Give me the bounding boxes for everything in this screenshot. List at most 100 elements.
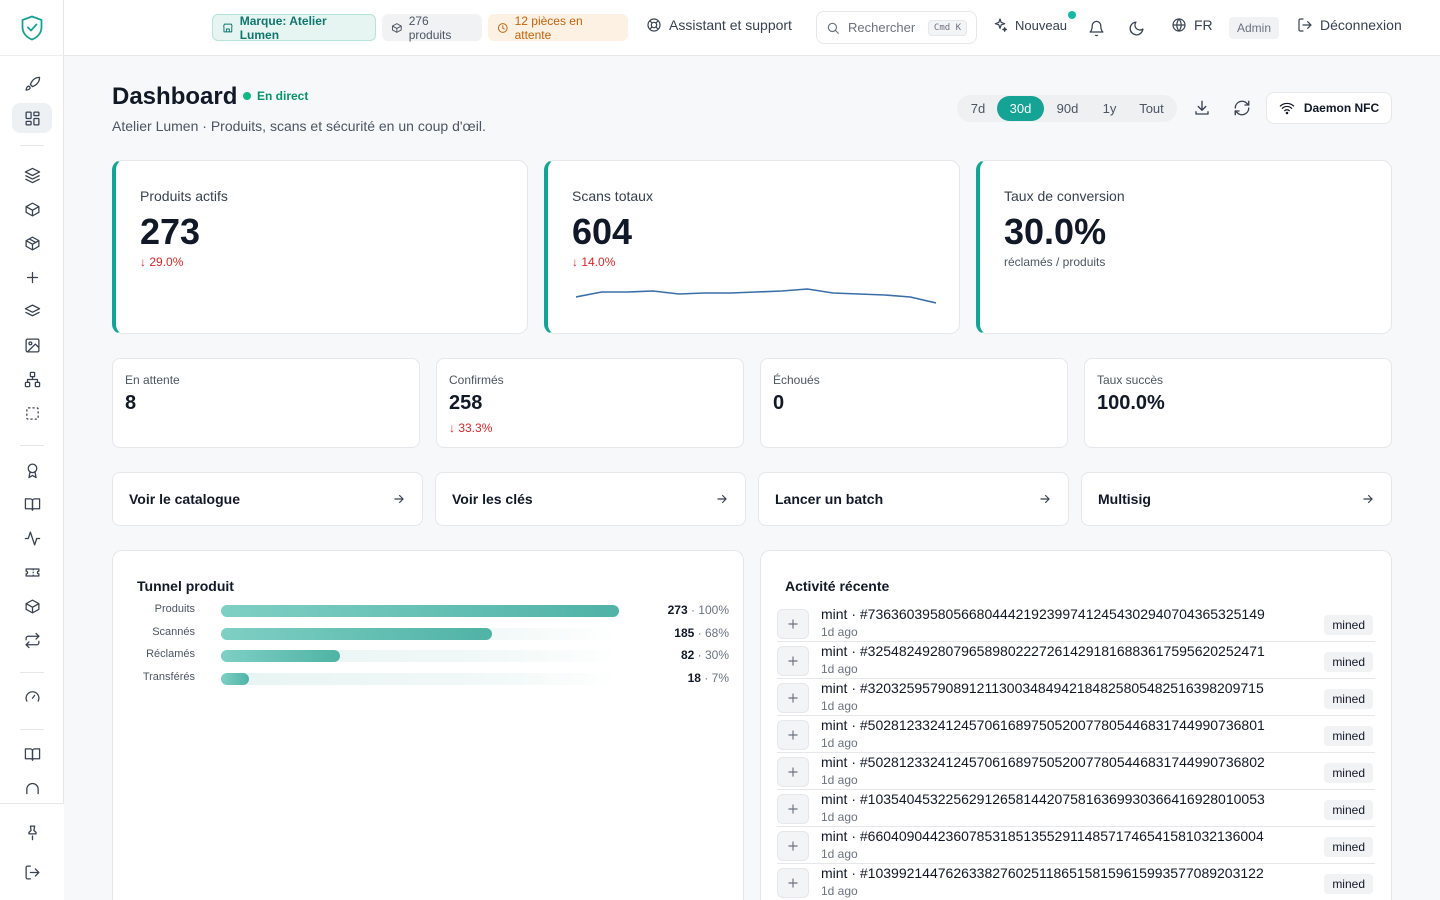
funnel-percent: 30%: [704, 648, 729, 662]
repeat-icon: [24, 632, 40, 648]
expand-activity-button[interactable]: [777, 794, 809, 824]
sidebar-item-transfers[interactable]: [12, 625, 52, 655]
funnel-row: Transférés 18 · 7%: [137, 671, 729, 687]
sidebar: [0, 0, 64, 900]
sidebar-item-launch[interactable]: [12, 69, 52, 99]
range-1y[interactable]: 1y: [1102, 101, 1117, 116]
activity-item[interactable]: mint · #10399214476263382760251186515815…: [777, 864, 1375, 900]
action-label: Multisig: [1098, 491, 1151, 507]
sidebar-divider: [20, 445, 44, 446]
sidebar-item-performance[interactable]: [12, 682, 52, 712]
range-90d[interactable]: 90d: [1056, 101, 1079, 116]
language-selector[interactable]: FR: [1171, 17, 1213, 33]
launch-batch-button[interactable]: Lancer un batch: [758, 472, 1069, 526]
expand-activity-button[interactable]: [777, 720, 809, 750]
activity-time: 1d ago: [821, 847, 858, 861]
theme-toggle-button[interactable]: [1126, 18, 1146, 38]
pin-sidebar-button[interactable]: [12, 817, 52, 847]
new-indicator-dot: [1068, 11, 1076, 19]
sidebar-item-selection[interactable]: [12, 398, 52, 428]
page-subtitle: Atelier Lumen · Produits, scans et sécur…: [112, 118, 486, 134]
sidebar-item-inventory[interactable]: [12, 591, 52, 621]
activity-item[interactable]: mint · #73636039580566804442192399741245…: [777, 605, 1375, 642]
kpi-card-conversion-rate: Taux de conversion 30.0% réclamés / prod…: [976, 160, 1392, 334]
plus-icon: [788, 619, 798, 629]
kpi-label: Taux de conversion: [1004, 188, 1125, 204]
activity-item[interactable]: mint · #10354045322562912658144207581636…: [777, 790, 1375, 827]
sidebar-item-packages[interactable]: [12, 228, 52, 258]
funnel-bar: [221, 628, 492, 640]
range-30d[interactable]: 30d: [997, 96, 1044, 121]
logout-button[interactable]: Déconnexion: [1297, 17, 1402, 33]
export-button[interactable]: [1193, 99, 1211, 117]
action-label: Voir les clés: [452, 491, 533, 507]
image-icon: [24, 337, 40, 353]
activity-item[interactable]: mint · #32032595790891211300348494218482…: [777, 679, 1375, 716]
sidebar-item-certificates[interactable]: [12, 455, 52, 485]
view-keys-button[interactable]: Voir les clés: [435, 472, 746, 526]
sidebar-item-stacks[interactable]: [12, 296, 52, 326]
funnel-track: [221, 628, 619, 640]
kpi-note: réclamés / produits: [1004, 255, 1106, 269]
refresh-button[interactable]: [1233, 99, 1251, 117]
action-label: Lancer un batch: [775, 491, 884, 507]
sidebar-item-headset[interactable]: [12, 773, 52, 803]
sidebar-divider: [20, 145, 44, 146]
support-link[interactable]: Assistant et support: [646, 17, 792, 33]
expand-activity-button[interactable]: [777, 646, 809, 676]
nfc-daemon-button[interactable]: Daemon NFC: [1266, 92, 1392, 124]
stat-label: Échoués: [773, 373, 820, 387]
pending-items-chip[interactable]: 12 pièces en attente: [488, 14, 628, 42]
sidebar-item-dashboard[interactable]: [12, 103, 52, 133]
activity-item[interactable]: mint · #50281233241245706168975052007780…: [777, 753, 1375, 790]
sidebar-item-activity[interactable]: [12, 523, 52, 553]
activity-item[interactable]: mint · #32548249280796589802227261429181…: [777, 642, 1375, 679]
brand-chip-label: Marque: Atelier Lumen: [239, 13, 327, 42]
kpi-label: Scans totaux: [572, 188, 653, 204]
expand-activity-button[interactable]: [777, 683, 809, 713]
sidebar-item-tickets[interactable]: [12, 557, 52, 587]
sidebar-item-media[interactable]: [12, 330, 52, 360]
funnel-separator: ·: [687, 603, 699, 617]
range-all[interactable]: Tout: [1139, 101, 1164, 116]
expand-activity-button[interactable]: [777, 757, 809, 787]
activity-item[interactable]: mint · #66040904423607853185135529114857…: [777, 827, 1375, 864]
products-count-chip[interactable]: 276 produits: [382, 14, 482, 42]
funnel-count-value: 185: [674, 626, 695, 640]
funnel-track: [221, 605, 619, 617]
notifications-button[interactable]: [1086, 18, 1106, 38]
expand-activity-button[interactable]: [777, 609, 809, 639]
search-box[interactable]: Rechercher Cmd K: [816, 11, 977, 44]
sparkline-path: [576, 288, 936, 304]
sidebar-item-create[interactable]: [12, 262, 52, 292]
brand-chip[interactable]: Marque: Atelier Lumen: [212, 13, 376, 42]
sidebar-logout-button[interactable]: [12, 857, 52, 887]
stat-value: 0: [773, 392, 785, 414]
brand-logo[interactable]: [0, 0, 64, 56]
sidebar-item-docs[interactable]: [12, 489, 52, 519]
multisig-button[interactable]: Multisig: [1081, 472, 1392, 526]
time-range-selector: 7d 30d 90d 1y Tout: [957, 95, 1177, 122]
box-icon: [24, 201, 40, 217]
range-7d[interactable]: 7d: [970, 101, 986, 116]
moon-icon: [1129, 20, 1144, 35]
sidebar-item-collections[interactable]: [12, 160, 52, 190]
sidebar-item-guide[interactable]: [12, 739, 52, 769]
whats-new-button[interactable]: Nouveau: [992, 17, 1067, 33]
plus-icon: [26, 271, 38, 283]
sidebar-divider: [20, 729, 44, 730]
expand-activity-button[interactable]: [777, 868, 809, 898]
activity-item[interactable]: mint · #50281233241245706168975052007780…: [777, 716, 1375, 753]
sidebar-item-network[interactable]: [12, 364, 52, 394]
stat-label: En attente: [125, 373, 180, 387]
activity-status-badge: mined: [1324, 726, 1373, 746]
activity-status-badge: mined: [1324, 615, 1373, 635]
view-catalog-button[interactable]: Voir le catalogue: [112, 472, 423, 526]
stat-value: 258: [449, 392, 483, 414]
expand-activity-button[interactable]: [777, 831, 809, 861]
globe-icon: [1172, 18, 1186, 32]
funnel-label: Réclamés: [146, 648, 195, 660]
activity-time: 1d ago: [821, 773, 858, 787]
sidebar-item-products[interactable]: [12, 194, 52, 224]
action-label: Voir le catalogue: [129, 491, 240, 507]
